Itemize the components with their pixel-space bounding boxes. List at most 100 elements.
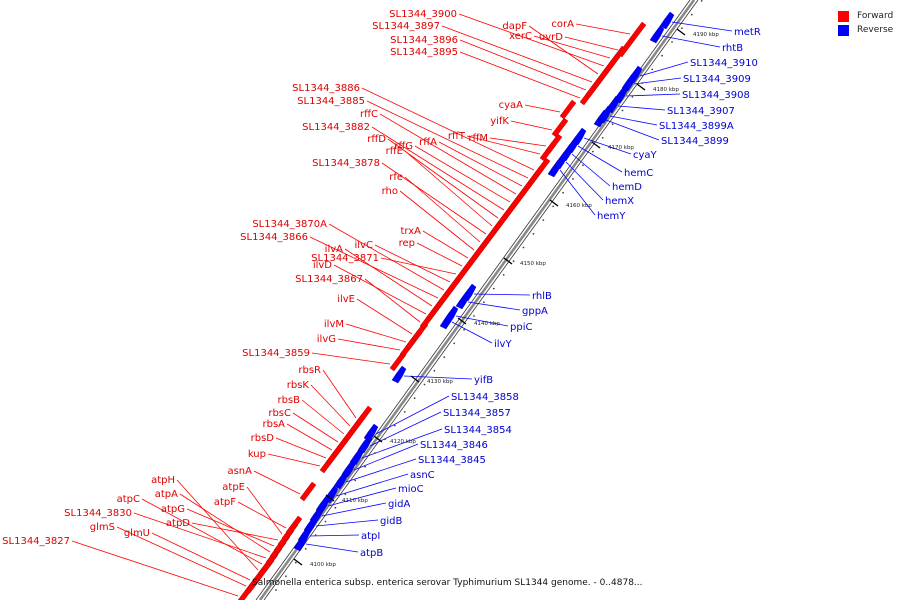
leader-line: [661, 35, 721, 48]
leader-line: [345, 458, 417, 483]
forward-gene-label: xerC: [509, 31, 532, 42]
tick-mark: [636, 83, 646, 91]
leader-line: [301, 399, 345, 435]
reverse-gene-feature: [649, 25, 665, 44]
genome-backbone: [263, 0, 699, 600]
reverse-gene-label: SL1344_3907: [667, 106, 735, 117]
minor-tick: [562, 191, 564, 194]
leader-line: [333, 264, 427, 315]
minor-tick: [532, 232, 535, 235]
forward-gene-label: rbsB: [277, 395, 300, 406]
minor-tick: [463, 328, 465, 331]
leader-line: [422, 230, 469, 259]
leader-line: [366, 100, 529, 179]
leader-line: [337, 338, 401, 351]
forward-gene-label: atpE: [222, 482, 245, 493]
tick-mark: [591, 141, 601, 149]
forward-gene-feature: [389, 351, 407, 372]
leader-line: [344, 248, 433, 307]
reverse-gene-label: SL1344_3899A: [659, 121, 734, 132]
minor-tick: [453, 342, 456, 345]
forward-gene-label: SL1344_3866: [240, 232, 308, 243]
reverse-gene-label: SL1344_3910: [690, 58, 758, 69]
leader-line: [328, 223, 445, 291]
reverse-gene-label: rhlB: [532, 291, 552, 302]
reverse-gene-label: atpB: [360, 548, 383, 559]
reverse-gene-label: SL1344_3845: [418, 455, 486, 466]
forward-gene-label: atpA: [155, 489, 178, 500]
forward-gene-label: rbsK: [287, 380, 310, 391]
forward-gene-feature: [617, 37, 635, 58]
reverse-gene-label: SL1344_3858: [451, 392, 519, 403]
forward-gene-label: SL1344_3897: [372, 21, 440, 32]
minor-tick: [681, 27, 683, 30]
leader-line: [583, 137, 632, 155]
leader-line: [275, 437, 327, 459]
leader-line: [459, 39, 587, 91]
leader-line: [361, 87, 535, 171]
leader-line: [466, 135, 541, 155]
leader-line: [151, 532, 251, 581]
tick-label: 4120 kbp: [390, 439, 416, 445]
forward-gene-label: SL1344_3878: [312, 158, 380, 169]
minor-tick: [552, 205, 555, 208]
tick-label: 4190 kbp: [693, 32, 719, 38]
forward-gene-label: glmS: [90, 522, 115, 533]
tick-label: 4100 kbp: [310, 562, 336, 568]
tick-label: 4130 kbp: [427, 379, 453, 385]
reverse-gene-label: hemC: [624, 168, 653, 179]
leader-line: [374, 244, 451, 283]
minor-tick: [690, 13, 693, 16]
forward-gene-feature: [551, 117, 569, 138]
reverse-gene-label: ilvY: [494, 339, 512, 350]
tick-label: 4170 kbp: [608, 145, 634, 151]
minor-tick: [483, 301, 485, 304]
tick-label: 4140 kbp: [474, 321, 500, 327]
reverse-gene-label: mioC: [398, 484, 424, 495]
forward-gene-feature: [533, 157, 551, 178]
forward-gene-label: SL1344_3827: [2, 536, 70, 547]
minor-tick: [433, 369, 436, 372]
forward-gene-label: SL1344_3830: [64, 508, 132, 519]
minor-tick: [374, 452, 376, 454]
minor-tick: [631, 95, 634, 98]
forward-gene-label: rffD: [367, 134, 386, 145]
reverse-gene-label: SL1344_3846: [420, 440, 488, 451]
tick-mark: [676, 28, 686, 36]
leader-line: [371, 126, 505, 211]
reverse-gene-label: cyaY: [633, 150, 658, 161]
leader-line: [387, 138, 499, 219]
forward-gene-label: SL1344_3885: [297, 96, 365, 107]
leader-line: [639, 61, 689, 77]
minor-tick: [384, 438, 386, 441]
leader-line: [467, 301, 521, 311]
legend-reverse-label: Reverse: [857, 25, 894, 35]
leader-line: [533, 35, 611, 59]
leader-line: [116, 526, 247, 587]
leader-line: [577, 145, 623, 173]
forward-gene-label: ilvE: [337, 294, 355, 305]
leader-line: [375, 395, 450, 435]
leader-line: [524, 104, 561, 113]
leader-line: [309, 534, 360, 537]
leader-line: [246, 486, 283, 535]
forward-gene-label: cyaA: [499, 100, 524, 111]
forward-gene-label: uvrD: [539, 32, 563, 43]
reverse-gene-feature: [659, 11, 675, 30]
leader-line: [309, 236, 439, 299]
leader-line: [315, 519, 379, 527]
leader-line: [311, 352, 391, 365]
minor-tick: [334, 506, 337, 509]
leader-line: [327, 487, 397, 507]
minor-tick: [492, 287, 495, 290]
reverse-gene-label: ppiC: [510, 322, 532, 333]
forward-gene-label: rbsC: [268, 408, 291, 419]
forward-swatch: [838, 10, 849, 22]
leader-line: [399, 190, 475, 251]
leader-line: [416, 242, 463, 267]
tick-mark: [373, 435, 383, 443]
forward-gene-label: SL1344_3895: [390, 47, 458, 58]
forward-gene-label: rep: [399, 238, 415, 249]
minor-tick: [304, 548, 307, 550]
minor-tick: [393, 424, 396, 427]
